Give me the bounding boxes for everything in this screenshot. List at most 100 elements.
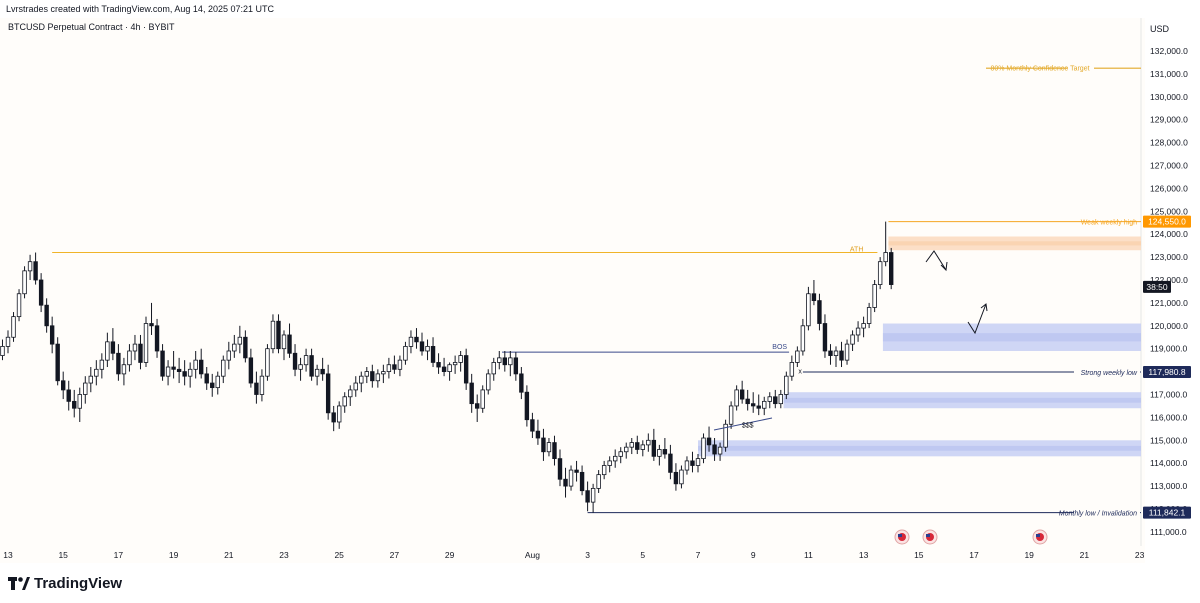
candle[interactable] [469, 373, 474, 413]
candle[interactable] [77, 387, 82, 422]
us-flag-icon[interactable] [894, 529, 910, 545]
candle[interactable] [127, 344, 132, 372]
candle[interactable] [370, 364, 375, 388]
candle[interactable] [353, 376, 358, 397]
candle[interactable] [817, 293, 822, 331]
candle[interactable] [408, 330, 414, 354]
candle[interactable] [684, 456, 690, 475]
candle[interactable] [535, 419, 541, 445]
candle[interactable] [839, 341, 844, 368]
candle[interactable] [430, 337, 436, 368]
candle[interactable] [889, 247, 894, 290]
candle[interactable] [176, 357, 182, 384]
candle[interactable] [16, 289, 22, 322]
candle[interactable] [143, 316, 149, 368]
candle[interactable] [33, 252, 38, 285]
us-flag-icon[interactable] [922, 529, 938, 545]
tradingview-logo[interactable]: TradingView [8, 575, 122, 592]
candle[interactable] [359, 371, 364, 393]
candle[interactable] [828, 344, 833, 365]
candle[interactable] [237, 325, 243, 354]
candle[interactable] [381, 364, 386, 384]
candle[interactable] [397, 355, 403, 377]
candle[interactable] [800, 318, 806, 356]
candle[interactable] [452, 355, 458, 374]
candle[interactable] [232, 334, 237, 358]
candle[interactable] [171, 350, 176, 379]
candle[interactable] [519, 367, 524, 400]
price-label[interactable]: 111,842.1 [1143, 506, 1191, 519]
candle[interactable] [149, 302, 154, 335]
candle[interactable] [778, 389, 783, 409]
candle[interactable] [298, 357, 303, 381]
price-label[interactable]: 38:50 [1143, 280, 1171, 293]
candle[interactable] [303, 348, 309, 372]
candle[interactable] [425, 339, 430, 361]
candle[interactable] [215, 371, 220, 395]
candle[interactable] [861, 316, 866, 338]
candle[interactable] [557, 449, 563, 487]
candle[interactable] [706, 426, 712, 452]
candle[interactable] [154, 318, 160, 358]
candle[interactable] [441, 357, 447, 377]
candle[interactable] [193, 350, 198, 379]
candle[interactable] [5, 330, 11, 354]
candle[interactable] [121, 357, 127, 386]
candle[interactable] [579, 465, 585, 496]
demand-zone[interactable] [783, 392, 1141, 409]
candle[interactable] [728, 401, 734, 429]
price-label[interactable]: 117,980.8 [1143, 366, 1191, 379]
candle[interactable] [541, 428, 546, 461]
candle[interactable] [596, 470, 601, 493]
candle[interactable] [403, 341, 408, 365]
candle[interactable] [833, 346, 839, 368]
candle[interactable] [497, 350, 502, 370]
candle[interactable] [640, 440, 645, 457]
candle[interactable] [243, 330, 248, 363]
supply-zone[interactable] [888, 236, 1141, 251]
candle[interactable] [662, 438, 668, 459]
candle[interactable] [723, 419, 728, 452]
candle[interactable] [83, 376, 88, 404]
candle[interactable] [524, 385, 530, 427]
candle[interactable] [601, 460, 607, 480]
candle[interactable] [281, 330, 287, 361]
candle[interactable] [287, 323, 292, 358]
candle[interactable] [447, 362, 452, 381]
candle[interactable] [99, 353, 105, 379]
candle[interactable] [751, 392, 756, 413]
candle[interactable] [414, 328, 419, 349]
candle[interactable] [463, 348, 469, 390]
candle[interactable] [508, 350, 513, 377]
demand-zone[interactable] [698, 440, 1141, 457]
candle[interactable] [55, 337, 60, 386]
candle[interactable] [160, 344, 165, 381]
candle[interactable] [690, 451, 695, 473]
candle[interactable] [342, 392, 347, 413]
candle[interactable] [513, 352, 519, 381]
candle[interactable] [270, 314, 276, 354]
candle[interactable] [844, 339, 850, 365]
candle[interactable] [773, 389, 778, 409]
candle[interactable] [756, 394, 761, 416]
candle[interactable] [474, 394, 480, 422]
candle[interactable] [701, 433, 706, 464]
candle[interactable] [745, 389, 750, 411]
candle[interactable] [613, 449, 618, 468]
candle[interactable] [221, 355, 226, 384]
candle[interactable] [105, 332, 110, 368]
candle[interactable] [635, 435, 640, 455]
candle[interactable] [855, 321, 861, 342]
candle[interactable] [629, 438, 634, 455]
candle[interactable] [491, 357, 496, 381]
candle[interactable] [331, 405, 336, 432]
candle[interactable] [695, 454, 701, 473]
candle[interactable] [61, 371, 66, 400]
candle[interactable] [811, 280, 817, 306]
candle[interactable] [44, 298, 49, 333]
candle[interactable] [795, 346, 800, 368]
candle[interactable] [94, 360, 99, 386]
candle[interactable] [822, 314, 828, 358]
candle[interactable] [480, 385, 485, 413]
candle[interactable] [739, 380, 745, 404]
